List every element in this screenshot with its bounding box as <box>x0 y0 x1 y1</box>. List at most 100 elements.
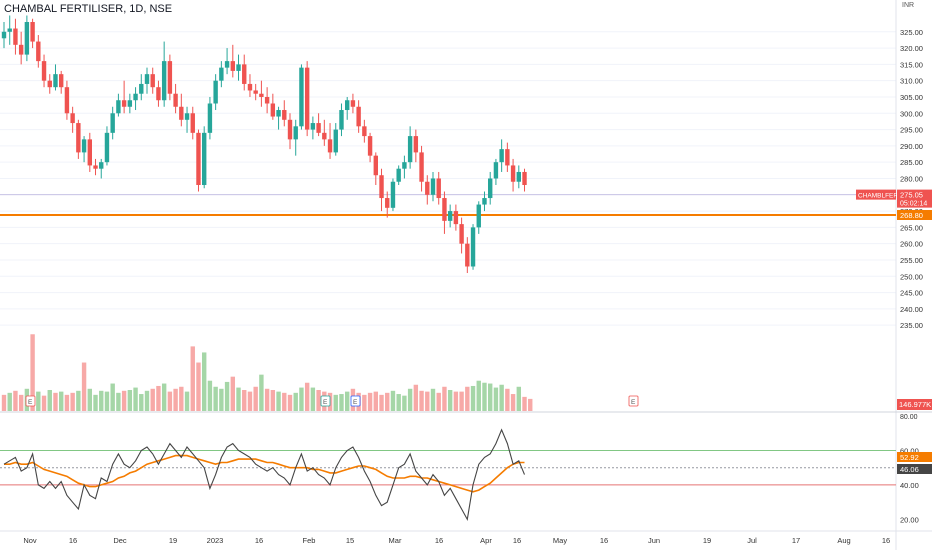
chart-title: CHAMBAL FERTILISER, 1D, NSE <box>4 3 173 15</box>
volume-bar <box>299 387 304 411</box>
volume-bar <box>196 362 201 411</box>
time-tick-label: 16 <box>882 536 890 545</box>
time-tick-label: Feb <box>303 536 316 545</box>
price-tick-label: 325.00 <box>900 28 923 37</box>
candle-body <box>161 61 167 101</box>
candle-body <box>156 87 161 101</box>
candle-body <box>430 178 436 195</box>
rsi-value: 46.06 <box>900 465 919 474</box>
volume-bar <box>7 392 12 411</box>
volume-bar <box>499 384 504 411</box>
candle-body <box>24 22 30 55</box>
support-price-tag <box>897 209 932 220</box>
volume-bar <box>202 352 207 411</box>
volume-bar <box>287 394 293 411</box>
volume-bar <box>407 388 413 411</box>
candle-body <box>173 93 178 107</box>
time-tick-label: 19 <box>169 536 177 545</box>
volume-bar <box>339 394 344 411</box>
time-tick-label: Jul <box>747 536 757 545</box>
candle-body <box>64 87 70 114</box>
candle-body <box>333 129 338 153</box>
volume-bar <box>36 391 41 411</box>
candle-body <box>339 110 344 130</box>
volume-bar <box>253 386 258 411</box>
price-tick-label: 320.00 <box>900 44 923 53</box>
volume-bar <box>213 386 218 411</box>
candle-body <box>453 211 459 225</box>
event-marker-label: E <box>353 399 358 406</box>
volume-bar <box>53 392 58 411</box>
time-tick-label: 16 <box>513 536 521 545</box>
time-tick-label: Aug <box>837 536 850 545</box>
candle-body <box>505 149 510 166</box>
time-tick-label: 16 <box>600 536 608 545</box>
volume-bar <box>413 384 419 411</box>
price-tick-label: 305.00 <box>900 93 923 102</box>
volume-bar <box>470 385 476 411</box>
candle-body <box>482 198 487 205</box>
price-tick-label: 260.00 <box>900 240 923 249</box>
volume-bar <box>30 334 35 411</box>
candle-body <box>224 61 230 68</box>
symbol-tag <box>856 189 896 200</box>
volume-bar <box>396 394 401 411</box>
volume-bar <box>264 388 270 411</box>
volume-bar <box>133 387 138 411</box>
candle-body <box>345 100 350 111</box>
candle-body <box>304 67 310 130</box>
volume-bar <box>87 388 92 411</box>
volume-bar <box>465 386 470 411</box>
event-marker <box>320 395 331 407</box>
volume-bar <box>270 390 276 411</box>
candle-body <box>41 61 47 81</box>
volume-bar <box>310 387 316 411</box>
volume-bar <box>184 391 190 411</box>
volume-bar <box>522 396 527 411</box>
candle-body <box>396 168 401 182</box>
candle-body <box>356 106 361 127</box>
volume-bar <box>345 391 350 411</box>
volume-bar <box>333 394 338 411</box>
candle-body <box>282 110 287 120</box>
volume-bar <box>425 391 430 411</box>
volume-bar <box>259 374 264 411</box>
candle-body <box>30 22 35 42</box>
candle-body <box>488 178 493 199</box>
volume-bar <box>127 390 133 411</box>
time-tick-label: Mar <box>389 536 402 545</box>
volume-bar <box>459 391 464 411</box>
rsi-tick-label: 20.00 <box>900 515 919 524</box>
support-price-value: 268.80 <box>900 211 923 220</box>
volume-bar <box>99 390 104 411</box>
volume-bar <box>13 390 18 411</box>
candle-body <box>36 41 41 62</box>
candle-body <box>247 83 253 91</box>
price-tick-label: 295.00 <box>900 126 923 135</box>
price-tick-label: 265.00 <box>900 223 923 232</box>
volume-bar <box>207 380 213 411</box>
volume-bar <box>304 382 310 411</box>
candle-body <box>18 44 24 55</box>
volume-bar <box>150 388 155 411</box>
event-marker <box>25 395 36 407</box>
candle-body <box>144 74 150 84</box>
candle-body <box>367 136 373 156</box>
volume-bar <box>173 388 178 411</box>
candle-body <box>76 123 81 153</box>
volume-bar <box>161 383 167 411</box>
time-tick-label: 17 <box>792 536 800 545</box>
candle-body <box>270 103 276 117</box>
volume-bar <box>379 394 384 411</box>
candle-body <box>133 93 138 101</box>
time-tick-label: 16 <box>435 536 443 545</box>
volume-bar <box>528 398 533 411</box>
volume-bar <box>402 395 407 411</box>
candle-body <box>350 100 356 107</box>
candle-body <box>402 162 407 169</box>
volume-bar <box>179 386 184 411</box>
candle-body <box>7 28 12 32</box>
candle-body <box>110 113 115 133</box>
